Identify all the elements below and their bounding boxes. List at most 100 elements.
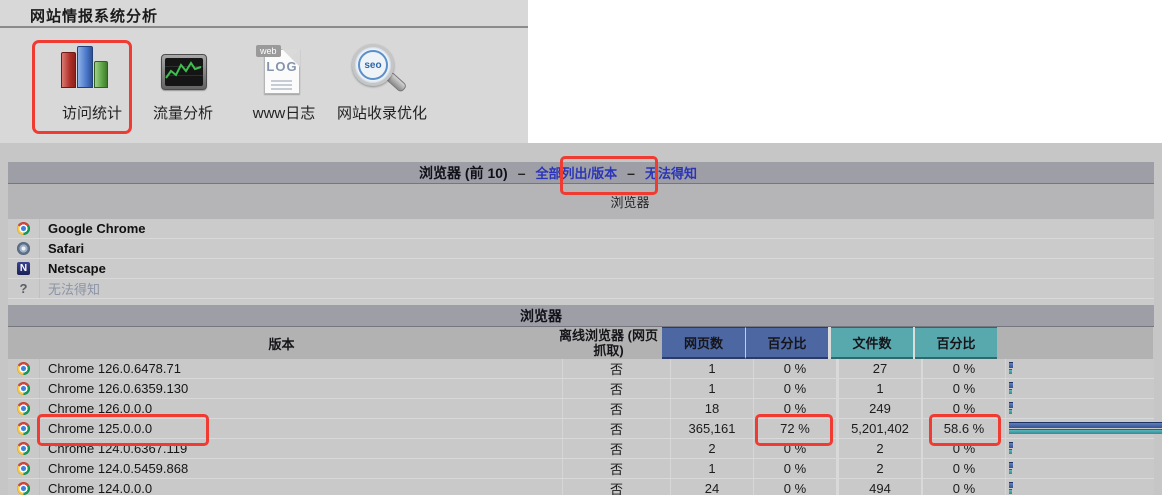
hits-value: 2 [876, 441, 884, 456]
browsers-table-title: 浏览器 (前 10) [419, 164, 508, 181]
log-label: LOG [266, 59, 298, 74]
chrome-icon [17, 402, 30, 415]
toolbar-item-www-log[interactable]: www日志 [252, 105, 316, 122]
hits-value: 5,201,402 [851, 421, 909, 436]
percent-bar-cell [1005, 479, 1161, 495]
chrome-icon [17, 222, 30, 235]
web-log-icon[interactable]: web LOG [256, 45, 300, 94]
version-row-highlighted: Chrome 125.0.0.0 否 365,161 72 % 5,201,40… [8, 419, 1162, 439]
version-row: Chrome 124.0.6367.119 否 2 0 % 2 0 % [8, 439, 1154, 459]
hits-percent-value: 0 % [952, 441, 976, 456]
version-name: Chrome 124.0.5459.868 [48, 461, 189, 476]
version-row: Chrome 126.0.6359.130 否 1 0 % 1 0 % [8, 379, 1154, 399]
grabber-value: 否 [562, 479, 670, 495]
version-row: Chrome 124.0.0.0 否 24 0 % 494 0 % [8, 479, 1154, 495]
hits-percent-value: 0 % [952, 381, 976, 396]
hits-percent-value: 0 % [952, 481, 976, 495]
link-full-list-version[interactable]: 全部列出/版本 [535, 166, 618, 181]
netscape-icon: N [17, 262, 30, 275]
top-blank-area [528, 0, 1162, 143]
seo-search-icon[interactable]: seo [352, 44, 408, 96]
pages-value: 24 [670, 479, 753, 495]
grabber-value: 否 [562, 359, 670, 378]
pages-percent-value: 0 % [753, 379, 836, 398]
hits-value: 494 [869, 481, 891, 495]
percent-bar-cell [1005, 419, 1162, 438]
version-name: Chrome 126.0.6478.71 [48, 361, 181, 376]
seo-text: seo [358, 50, 388, 80]
hits-percent-value: 0 % [952, 461, 976, 476]
grabber-value: 否 [562, 379, 670, 398]
version-row: Chrome 126.0.6478.71 否 1 0 % 27 0 % [8, 359, 1154, 379]
table-footer-strip [8, 299, 1154, 305]
chrome-icon [17, 362, 30, 375]
pages-percent-value: 72 % [753, 419, 836, 438]
grabber-value: 否 [562, 419, 670, 438]
browser-row: Safari [8, 239, 1154, 259]
line-chart-icon[interactable] [161, 54, 207, 90]
pages-value: 1 [670, 459, 753, 478]
browsers-table: 浏览器 (前 10) – 全部列出/版本 – 无法得知 浏览器 Google C… [8, 162, 1154, 305]
chrome-icon [17, 422, 30, 435]
col-bars [997, 327, 1153, 359]
magnifier-lens: seo [352, 44, 394, 86]
hits-value: 2 [876, 461, 884, 476]
version-row: Chrome 126.0.0.0 否 18 0 % 249 0 % [8, 399, 1154, 419]
bar-chart-icon[interactable] [61, 46, 109, 88]
pages-percent-value: 0 % [753, 459, 836, 478]
browser-name: Google Chrome [48, 221, 146, 236]
pages-value: 1 [670, 359, 753, 378]
pages-value: 2 [670, 439, 753, 458]
versions-table-title: 浏览器 [520, 307, 562, 324]
hits-value: 249 [869, 401, 891, 416]
chrome-icon [17, 382, 30, 395]
version-name: Chrome 124.0.6367.119 [48, 441, 188, 456]
percent-bar-cell [1005, 439, 1161, 458]
browsers-column-header: 浏览器 [8, 184, 1154, 219]
col-version: 版本 [8, 327, 555, 359]
browser-name: Safari [48, 241, 85, 256]
col-pages: 网页数 [662, 327, 745, 359]
chrome-icon [17, 482, 30, 495]
grabber-value: 否 [562, 439, 670, 458]
web-badge: web [256, 45, 281, 57]
pages-value: 18 [670, 399, 753, 418]
browser-row: N Netscape [8, 259, 1154, 279]
versions-column-header-row: 版本 离线浏览器 (网页抓取) 网页数 百分比 文件数 百分比 [8, 327, 1154, 359]
pages-percent-value: 0 % [753, 439, 836, 458]
hits-value: 27 [872, 361, 888, 376]
browser-row: ? 无法得知 [8, 279, 1154, 299]
pages-percent-value: 0 % [753, 479, 836, 495]
pages-percent-value: 0 % [753, 359, 836, 378]
version-row: Chrome 124.0.5459.868 否 1 0 % 2 0 % [8, 459, 1154, 479]
version-name: Chrome 126.0.6359.130 [48, 381, 189, 396]
chrome-icon [17, 462, 30, 475]
toolbar-item-visit-stats[interactable]: 访问统计 [61, 105, 123, 122]
browser-name: Netscape [48, 261, 106, 276]
version-name: Chrome 125.0.0.0 [48, 421, 153, 436]
browsers-table-header: 浏览器 (前 10) – 全部列出/版本 – 无法得知 [8, 162, 1154, 184]
version-name: Chrome 126.0.0.0 [48, 401, 153, 416]
pages-percent-value: 0 % [753, 399, 836, 418]
percent-bar-cell [1005, 359, 1161, 378]
safari-icon [17, 242, 30, 255]
toolbar-item-seo[interactable]: 网站收录优化 [336, 105, 428, 122]
page-title: 网站情报系统分析 [30, 8, 159, 25]
percent-bar-cell [1005, 399, 1161, 418]
versions-table: 浏览器 版本 离线浏览器 (网页抓取) 网页数 百分比 文件数 百分比 Chro… [8, 305, 1162, 495]
col-grabber: 离线浏览器 (网页抓取) [555, 327, 662, 359]
browser-name: 无法得知 [48, 282, 101, 297]
link-unknown[interactable]: 无法得知 [644, 166, 697, 181]
col-pages-percent: 百分比 [745, 327, 828, 359]
pages-value: 1 [670, 379, 753, 398]
versions-table-header: 浏览器 [8, 305, 1154, 327]
toolbar-item-traffic-analysis[interactable]: 流量分析 [152, 105, 214, 122]
percent-bar-cell [1005, 379, 1161, 398]
hits-percent-value: 0 % [952, 401, 976, 416]
hits-percent-value: 0 % [952, 361, 976, 376]
col-hits: 文件数 [831, 327, 913, 359]
title-divider [0, 26, 528, 28]
col-hits-percent: 百分比 [915, 327, 997, 359]
percent-bar-cell [1005, 459, 1161, 478]
